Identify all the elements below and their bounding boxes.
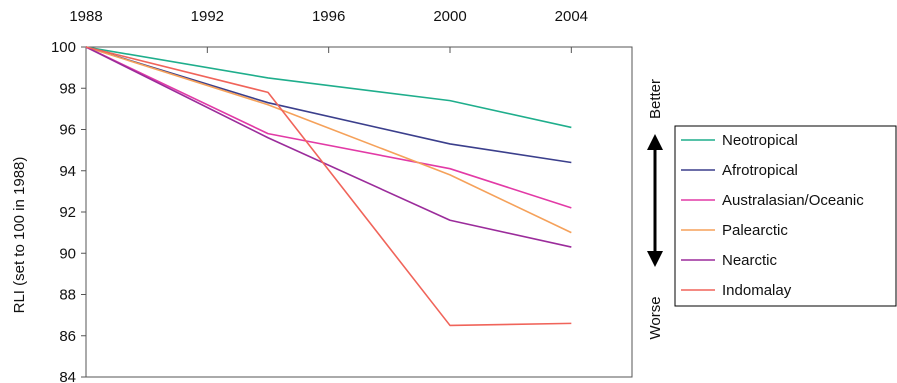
- y-tick-label: 98: [59, 80, 76, 97]
- legend-label: Indomalay: [722, 282, 792, 299]
- double-arrow-icon: [647, 134, 663, 267]
- x-tick-label: 2004: [555, 8, 588, 25]
- y-tick-label: 84: [59, 369, 76, 383]
- y-tick-label: 92: [59, 204, 76, 221]
- better-label: Better: [647, 79, 664, 119]
- y-tick-label: 86: [59, 328, 76, 345]
- legend-label: Nearctic: [722, 252, 778, 269]
- y-tick-label: 100: [51, 39, 76, 56]
- legend-label: Neotropical: [722, 132, 798, 149]
- legend-label: Palearctic: [722, 222, 788, 239]
- series-line-nearctic: [85, 46, 572, 248]
- series-group: [85, 46, 572, 327]
- legend: Neotropical Afrotropical Australasian/Ocea…: [674, 125, 897, 307]
- series-line-afrotropical: [85, 46, 572, 164]
- y-axis-title: RLI (set to 100 in 1988): [11, 157, 28, 314]
- x-tick-label: 1992: [191, 8, 224, 25]
- x-axis: 1988 1992 1996 2000 2004: [69, 8, 588, 53]
- series-line-neotropical: [85, 46, 572, 129]
- legend-label: Australasian/Oceanic: [722, 192, 864, 209]
- y-tick-label: 90: [59, 245, 76, 262]
- x-tick-label: 2000: [433, 8, 466, 25]
- series-line-palearctic: [85, 46, 572, 234]
- y-tick-label: 94: [59, 163, 76, 180]
- worse-label: Worse: [647, 296, 664, 339]
- y-axis: 84 86 88 90 92 94 96 98 100: [51, 39, 86, 383]
- series-line-indomalay: [85, 46, 572, 327]
- x-tick-label: 1988: [69, 8, 102, 25]
- legend-label: Afrotropical: [722, 162, 798, 179]
- legend-box: [674, 125, 897, 307]
- x-tick-label: 1996: [312, 8, 345, 25]
- y-tick-label: 88: [59, 287, 76, 304]
- series-line-australasian-oceanic: [85, 46, 572, 209]
- plot-area: [85, 46, 633, 378]
- y-tick-label: 96: [59, 122, 76, 139]
